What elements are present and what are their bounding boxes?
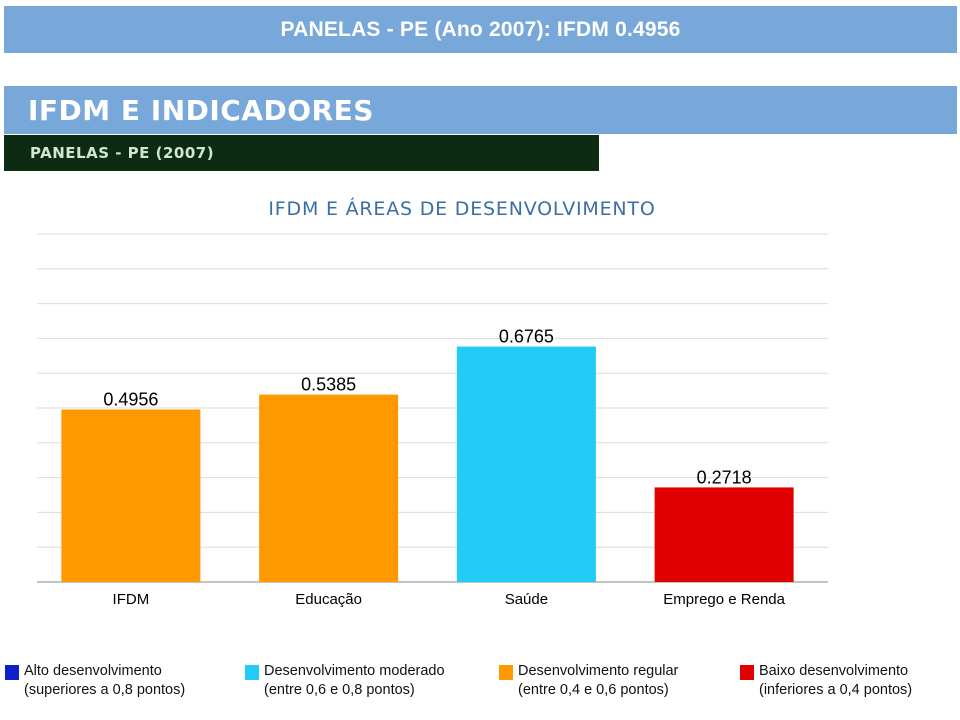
- bar-educa-o: [259, 394, 399, 582]
- chart-value-labels: 0.4956 0.5385 0.6765 0.2718: [103, 327, 751, 488]
- legend-swatch-regular: [499, 665, 513, 680]
- chart-title: IFDM E ÁREAS DE DESENVOLVIMENTO: [268, 198, 656, 220]
- legend-range-alto: (superiores a 0,8 pontos): [24, 682, 186, 698]
- legend-label-baixo: Baixo desenvolvimento: [759, 663, 909, 679]
- category-tick-label: Emprego e Renda: [663, 591, 785, 608]
- bar-value-label: 0.4956: [103, 390, 158, 410]
- legend-label-moderado: Desenvolvimento moderado: [264, 663, 445, 679]
- chart-bars: [61, 346, 794, 582]
- bar-value-label: 0.6765: [499, 327, 554, 347]
- legend-label-alto: Alto desenvolvimento: [24, 663, 162, 679]
- legend-range-regular: (entre 0,4 e 0,6 pontos): [518, 682, 669, 698]
- category-tick-label: IFDM: [113, 591, 150, 608]
- bar-ifdm: [61, 409, 201, 582]
- bar-sa-de: [456, 346, 596, 582]
- section-subtitle: PANELAS - PE (2007): [30, 144, 215, 162]
- chart-legend: Alto desenvolvimento (superiores a 0,8 p…: [0, 662, 960, 712]
- chart-category-labels: IFDM Educação Saúde Emprego e Renda: [113, 591, 786, 608]
- section-header: IFDM E INDICADORES: [4, 86, 957, 134]
- legend-range-baixo: (inferiores a 0,4 pontos): [759, 682, 913, 698]
- bar-value-label: 0.2718: [697, 467, 752, 487]
- bar-value-label: 0.5385: [301, 375, 356, 395]
- category-tick-label: Educação: [295, 591, 362, 608]
- page-banner-title: PANELAS - PE (Ano 2007): IFDM 0.4956: [280, 17, 681, 41]
- page-banner: PANELAS - PE (Ano 2007): IFDM 0.4956: [4, 6, 957, 53]
- legend-label-regular: Desenvolvimento regular: [518, 663, 679, 679]
- section-subheader: PANELAS - PE (2007): [4, 135, 599, 171]
- legend-swatch-baixo: [740, 665, 754, 680]
- legend-range-moderado: (entre 0,6 e 0,8 pontos): [264, 682, 415, 698]
- category-tick-label: Saúde: [505, 591, 548, 608]
- legend-swatch-moderado: [245, 665, 259, 680]
- section-title: IFDM E INDICADORES: [28, 93, 374, 127]
- bar-emprego-e-renda: [654, 487, 794, 582]
- legend-swatch-alto: [5, 665, 19, 680]
